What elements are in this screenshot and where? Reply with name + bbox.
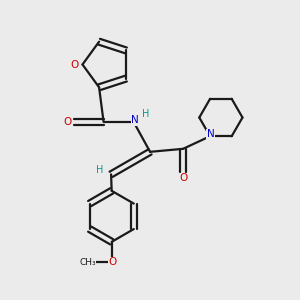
Text: H: H	[96, 165, 103, 175]
Text: N: N	[131, 115, 139, 125]
Text: O: O	[108, 257, 116, 267]
Text: O: O	[70, 59, 78, 70]
Text: H: H	[142, 109, 149, 119]
Text: CH₃: CH₃	[80, 258, 96, 267]
Text: N: N	[207, 129, 214, 140]
Text: O: O	[180, 173, 188, 183]
Text: O: O	[64, 117, 72, 127]
